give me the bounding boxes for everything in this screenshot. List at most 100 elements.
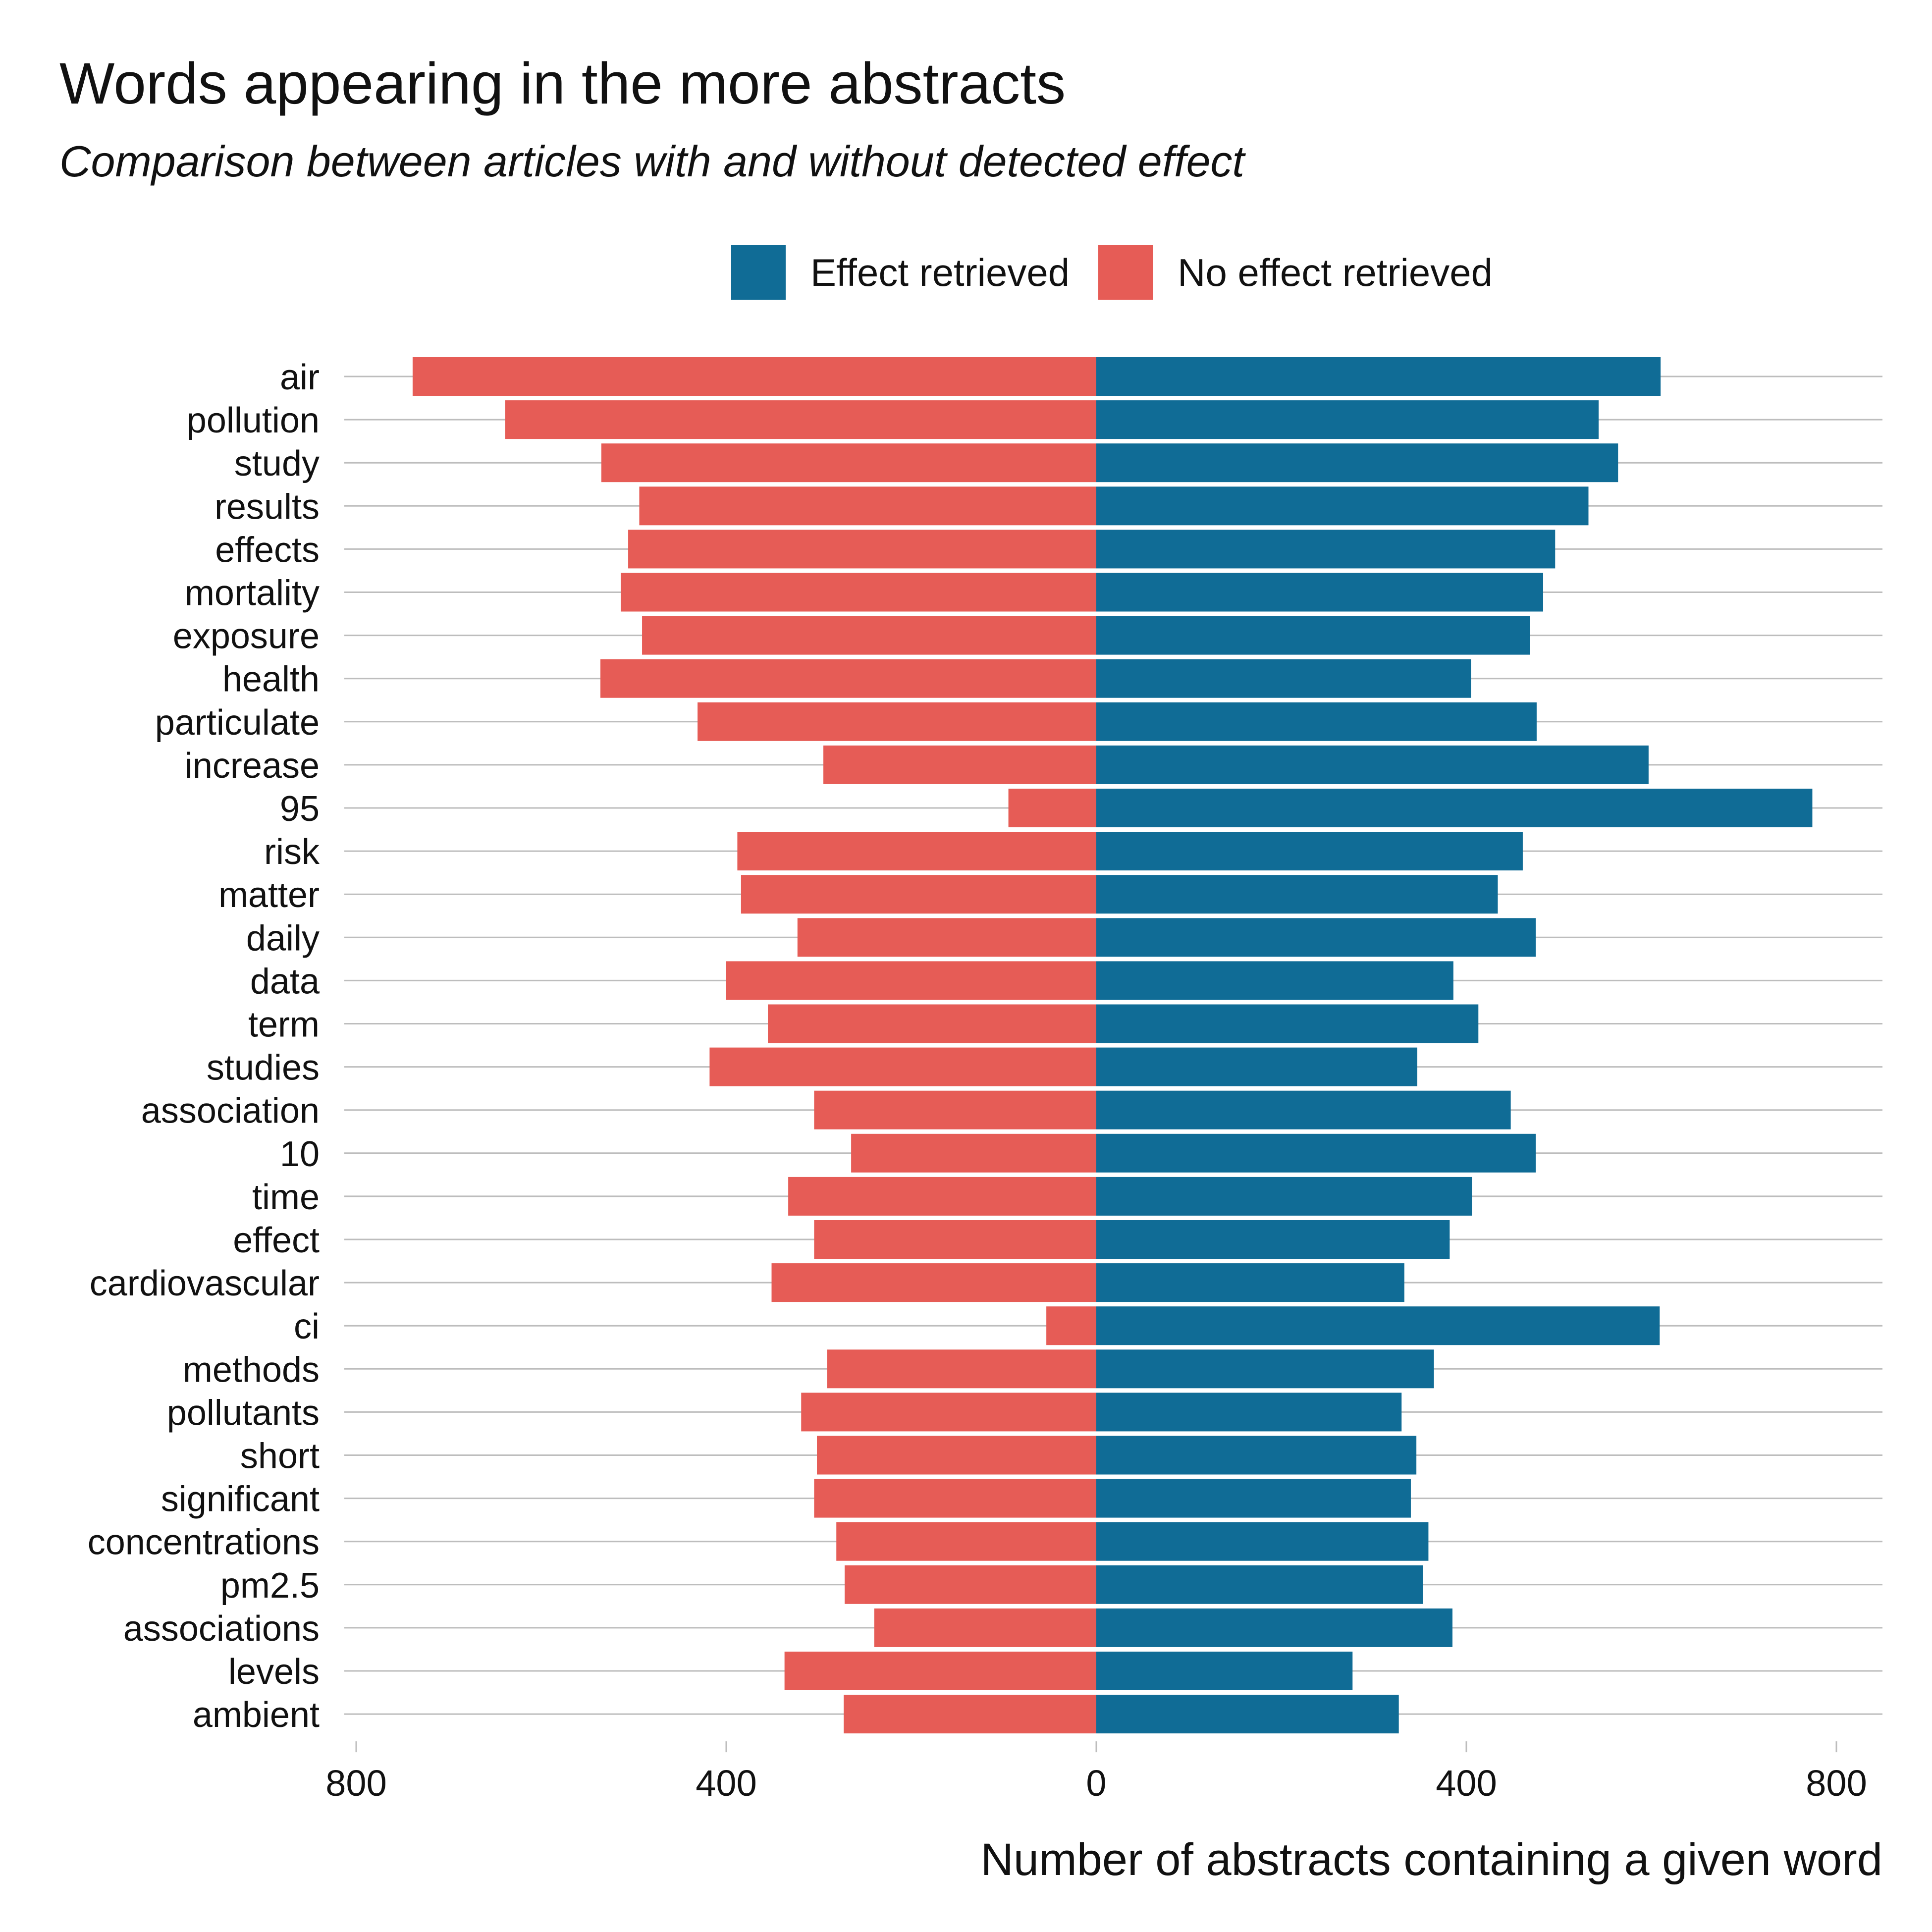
y-tick-label-data: data [250, 962, 320, 1001]
bar-no-effect-pm2-5 [845, 1565, 1096, 1604]
y-tick-label-pm2-5: pm2.5 [220, 1566, 320, 1606]
x-tick-label: 800 [1806, 1763, 1867, 1804]
chart-title: Words appearing in the more abstracts [59, 51, 1066, 116]
bar-no-effect-association [814, 1090, 1096, 1129]
bar-no-effect-concentrations [836, 1522, 1096, 1561]
bar-no-effect-data [726, 961, 1096, 1000]
legend: Effect retrieved No effect retrieved [731, 245, 1521, 300]
bar-no-effect-time [788, 1177, 1096, 1216]
y-tick-label-air: air [280, 358, 320, 397]
bar-effect-methods [1096, 1349, 1434, 1389]
y-tick-label-mortality: mortality [185, 574, 320, 613]
bar-no-effect-pollution [505, 400, 1096, 439]
bar-effect-pm2-5 [1096, 1565, 1423, 1604]
y-tick-label-time: time [252, 1178, 320, 1217]
y-tick-label-methods: methods [183, 1350, 320, 1390]
bar-no-effect-methods [827, 1349, 1096, 1389]
y-tick-label-effect: effect [233, 1221, 320, 1260]
y-tick-label-10: 10 [280, 1134, 320, 1174]
bar-effect-daily [1096, 918, 1536, 957]
bar-no-effect-associations [874, 1608, 1096, 1647]
y-tick-label-studies: studies [207, 1048, 320, 1088]
bar-effect-effect [1096, 1220, 1450, 1259]
bar-effect-concentrations [1096, 1522, 1429, 1561]
bar-effect-95 [1096, 789, 1813, 827]
y-tick-label-short: short [240, 1437, 320, 1476]
bar-effect-health [1096, 659, 1471, 698]
bar-no-effect-increase [823, 745, 1096, 784]
bar-effect-exposure [1096, 616, 1530, 655]
y-tick-label-health: health [222, 660, 320, 699]
bar-effect-data [1096, 961, 1453, 1000]
bar-no-effect-ambient [844, 1695, 1096, 1734]
legend-label-no-effect: No effect retrieved [1178, 250, 1493, 294]
bar-effect-air [1096, 357, 1661, 396]
bar-effect-associations [1096, 1608, 1452, 1647]
bar-no-effect-risk [737, 832, 1096, 871]
bar-no-effect-significant [814, 1479, 1096, 1518]
x-tick-label: 400 [1436, 1763, 1497, 1804]
y-tick-label-ambient: ambient [193, 1695, 320, 1735]
bar-effect-results [1096, 486, 1589, 526]
bar-no-effect-daily [797, 918, 1096, 957]
bar-no-effect-particulate [698, 702, 1096, 741]
x-tick-label: 400 [696, 1763, 756, 1804]
bar-effect-ambient [1096, 1695, 1399, 1734]
legend-item-no-effect: No effect retrieved [1098, 245, 1493, 300]
legend-label-effect: Effect retrieved [810, 250, 1070, 294]
y-tick-label-study: study [234, 444, 320, 483]
bar-effect-short [1096, 1436, 1417, 1475]
bar-effect-levels [1096, 1652, 1353, 1690]
bar-effect-increase [1096, 745, 1649, 784]
bar-effect-ci [1096, 1306, 1660, 1345]
y-tick-label-risk: risk [264, 832, 320, 872]
bar-effect-time [1096, 1177, 1472, 1216]
bar-effect-10 [1096, 1133, 1536, 1173]
bar-no-effect-health [600, 659, 1096, 698]
y-tick-label-concentrations: concentrations [88, 1523, 320, 1562]
bar-effect-risk [1096, 832, 1523, 871]
x-axis-title: Number of abstracts containing a given w… [980, 1834, 1882, 1885]
y-tick-label-pollutants: pollutants [167, 1393, 320, 1433]
legend-swatch-no-effect [1098, 245, 1153, 300]
legend-swatch-effect [731, 245, 786, 300]
bar-no-effect-cardiovascular [771, 1263, 1096, 1302]
bar-no-effect-ci [1046, 1306, 1096, 1345]
y-tick-label-term: term [248, 1005, 320, 1045]
bar-no-effect-study [601, 443, 1096, 483]
y-tick-label-pollution: pollution [187, 401, 320, 440]
y-tick-label-significant: significant [161, 1480, 320, 1519]
bar-no-effect-10 [851, 1133, 1096, 1173]
bar-no-effect-effects [628, 530, 1096, 569]
bar-effect-effects [1096, 530, 1556, 569]
y-tick-label-associations: associations [123, 1609, 320, 1649]
y-tick-label-association: association [141, 1091, 320, 1131]
bar-effect-pollutants [1096, 1393, 1402, 1432]
bar-no-effect-term [768, 1004, 1096, 1043]
y-tick-label-levels: levels [228, 1652, 320, 1692]
chart-subtitle: Comparison between articles with and wit… [59, 137, 1244, 186]
y-tick-label-exposure: exposure [173, 617, 320, 656]
y-tick-label-particulate: particulate [155, 703, 320, 743]
bar-no-effect-pollutants [801, 1393, 1096, 1432]
bar-no-effect-matter [741, 875, 1096, 914]
bar-no-effect-exposure [642, 616, 1096, 655]
bar-no-effect-effect [814, 1220, 1096, 1259]
bar-effect-cardiovascular [1096, 1263, 1404, 1302]
y-tick-label-cardiovascular: cardiovascular [90, 1264, 320, 1303]
bar-no-effect-short [817, 1436, 1096, 1475]
y-tick-label-ci: ci [294, 1307, 320, 1346]
bar-no-effect-levels [784, 1652, 1096, 1690]
y-tick-label-increase: increase [185, 746, 320, 786]
bar-effect-pollution [1096, 400, 1599, 439]
bar-effect-significant [1096, 1479, 1411, 1518]
bar-no-effect-mortality [621, 573, 1096, 612]
y-tick-label-95: 95 [280, 789, 320, 829]
bar-no-effect-studies [709, 1047, 1096, 1086]
bar-effect-studies [1096, 1047, 1418, 1086]
bar-effect-study [1096, 443, 1618, 483]
bar-no-effect-95 [1008, 789, 1096, 827]
bar-effect-association [1096, 1090, 1511, 1129]
y-tick-label-matter: matter [218, 875, 320, 915]
